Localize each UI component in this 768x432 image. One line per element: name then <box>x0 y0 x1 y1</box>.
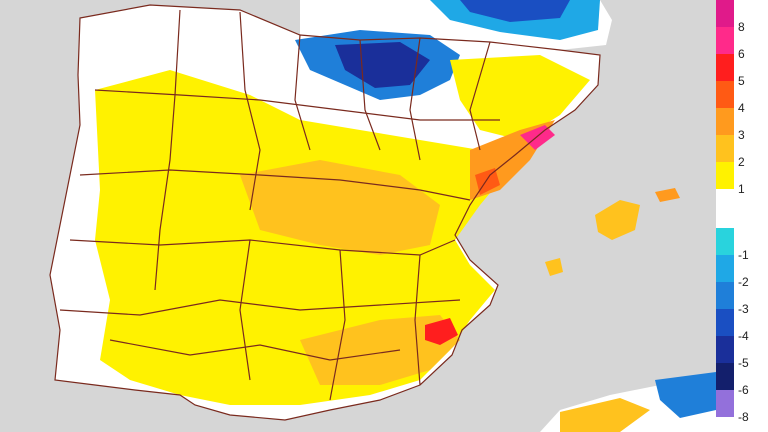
legend-label-negative-2: -3 <box>738 302 749 316</box>
cold-anomaly-france-core <box>460 0 570 22</box>
warm-anomaly-center <box>240 160 440 255</box>
legend-swatch-positive-0 <box>716 0 734 27</box>
legend-label-positive-4: 3 <box>738 128 745 142</box>
legend-swatch-negative-3 <box>716 309 734 336</box>
legend-label-positive-5: 2 <box>738 155 745 169</box>
region-borders <box>49 4 601 421</box>
legend-label-negative-1: -2 <box>738 275 749 289</box>
legend-swatch-positive-6 <box>716 162 734 189</box>
ibiza <box>545 258 563 276</box>
warm-anomaly-northeast <box>450 55 590 140</box>
cold-anomaly-africa <box>655 372 716 418</box>
legend-label-positive-2: 5 <box>738 74 745 88</box>
cold-anomaly-core <box>335 42 430 88</box>
mallorca <box>595 200 640 240</box>
legend-label-positive-1: 6 <box>738 47 745 61</box>
legend-swatch-negative-0 <box>716 228 734 255</box>
legend-swatch-negative-5 <box>716 363 734 390</box>
legend-label-negative-3: -4 <box>738 329 749 343</box>
legend-swatch-negative-2 <box>716 282 734 309</box>
legend-swatch-positive-2 <box>716 54 734 81</box>
hotspot-murcia <box>425 318 458 345</box>
menorca <box>655 188 680 202</box>
anomaly-legend: 8 6 5 4 3 2 1 -1 -2 -3 -4 -5 -6 -8 <box>716 0 768 432</box>
legend-label-positive-0: 8 <box>738 20 745 34</box>
temperature-anomaly-map <box>49 0 716 432</box>
legend-swatch-negative-6 <box>716 390 734 417</box>
legend-swatch-positive-3 <box>716 81 734 108</box>
legend-swatch-positive-1 <box>716 27 734 54</box>
legend-swatch-positive-5 <box>716 135 734 162</box>
warm-anomaly-africa <box>560 398 650 432</box>
legend-label-negative-4: -5 <box>738 356 749 370</box>
legend-swatch-negative-4 <box>716 336 734 363</box>
legend-label-negative-6: -8 <box>738 410 749 424</box>
legend-label-negative-0: -1 <box>738 248 749 262</box>
warm-anomaly-south <box>300 315 460 385</box>
legend-swatch-negative-1 <box>716 255 734 282</box>
legend-label-positive-6: 1 <box>738 182 745 196</box>
legend-swatch-positive-4 <box>716 108 734 135</box>
legend-label-negative-5: -6 <box>738 383 749 397</box>
legend-label-positive-3: 4 <box>738 101 745 115</box>
